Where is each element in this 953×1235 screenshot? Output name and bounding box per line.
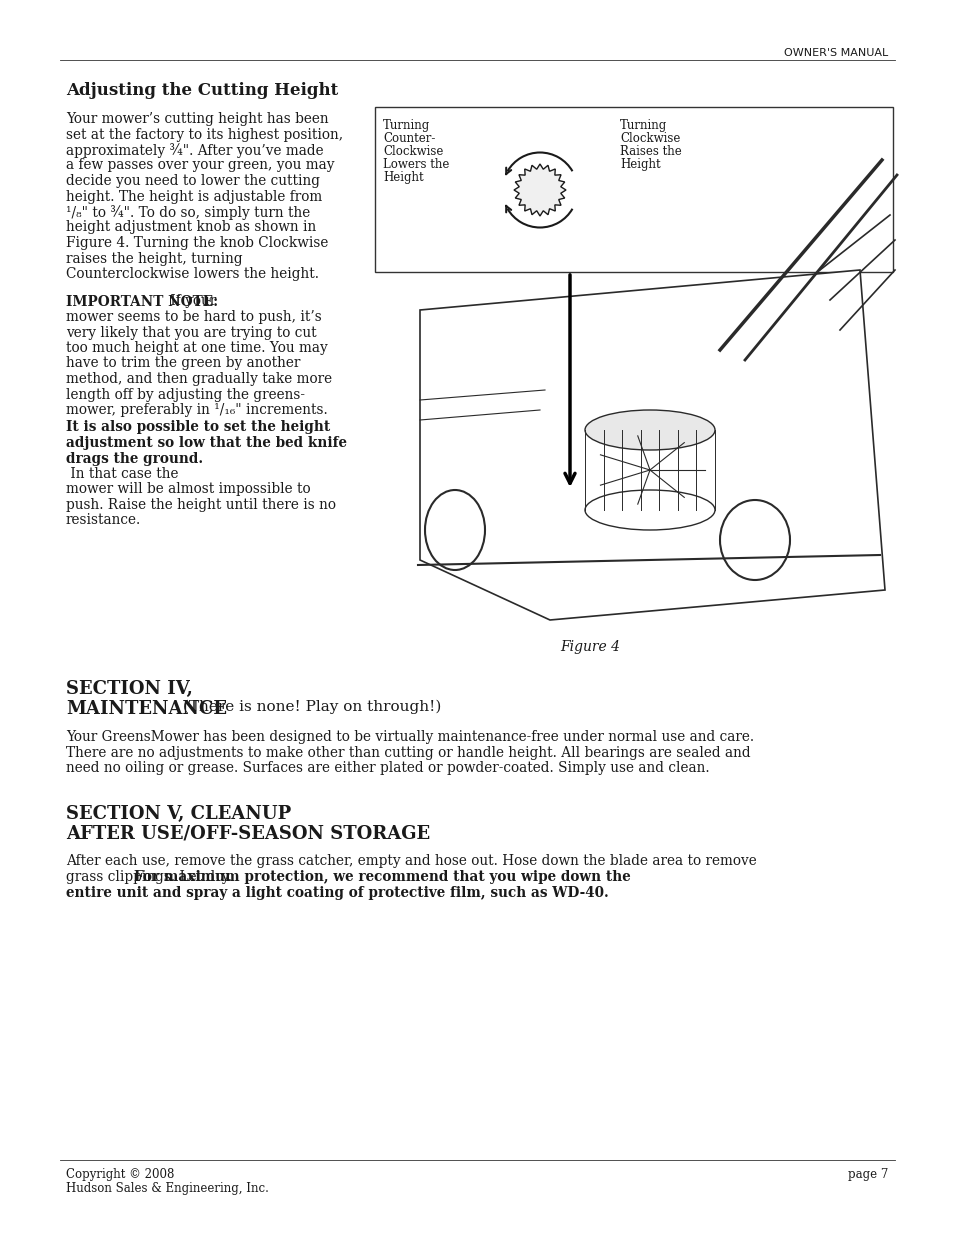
Text: Height: Height [382, 170, 423, 184]
Text: Turning: Turning [382, 119, 430, 132]
Text: very likely that you are trying to cut: very likely that you are trying to cut [66, 326, 316, 340]
Text: Raises the: Raises the [619, 144, 681, 158]
Text: There are no adjustments to make other than cutting or handle height. All bearin: There are no adjustments to make other t… [66, 746, 750, 760]
Text: ¹/₈" to ¾". To do so, simply turn the: ¹/₈" to ¾". To do so, simply turn the [66, 205, 310, 220]
Text: drags the ground.: drags the ground. [66, 452, 203, 466]
Text: mower, preferably in ¹/₁₆" increments.: mower, preferably in ¹/₁₆" increments. [66, 403, 328, 417]
Ellipse shape [424, 490, 484, 571]
Text: Turning: Turning [619, 119, 666, 132]
Text: If your: If your [166, 294, 216, 309]
Text: need no oiling or grease. Surfaces are either plated or powder-coated. Simply us: need no oiling or grease. Surfaces are e… [66, 761, 709, 776]
Text: mower seems to be hard to push, it’s: mower seems to be hard to push, it’s [66, 310, 321, 324]
Text: AFTER USE/OFF-SEASON STORAGE: AFTER USE/OFF-SEASON STORAGE [66, 825, 430, 842]
Text: SECTION V, CLEANUP: SECTION V, CLEANUP [66, 804, 291, 823]
Text: page 7: page 7 [846, 1168, 887, 1181]
Text: (There is none! Play on through!): (There is none! Play on through!) [178, 700, 441, 714]
Ellipse shape [720, 500, 789, 580]
Text: Counterclockwise lowers the height.: Counterclockwise lowers the height. [66, 267, 318, 282]
Text: approximately ¾". After you’ve made: approximately ¾". After you’ve made [66, 143, 323, 158]
Text: a few passes over your green, you may: a few passes over your green, you may [66, 158, 335, 173]
Ellipse shape [584, 410, 714, 450]
Text: method, and then gradually take more: method, and then gradually take more [66, 372, 332, 387]
Text: mower will be almost impossible to: mower will be almost impossible to [66, 483, 311, 496]
Text: IMPORTANT NOTE:: IMPORTANT NOTE: [66, 294, 218, 309]
Text: entire unit and spray a light coating of protective film, such as WD-40.: entire unit and spray a light coating of… [66, 885, 608, 899]
Text: raises the height, turning: raises the height, turning [66, 252, 242, 266]
Text: For maximum protection, we recommend that you wipe down the: For maximum protection, we recommend tha… [133, 869, 630, 884]
Polygon shape [514, 164, 565, 216]
Text: have to trim the green by another: have to trim the green by another [66, 357, 300, 370]
Text: set at the factory to its highest position,: set at the factory to its highest positi… [66, 127, 343, 142]
Text: resistance.: resistance. [66, 514, 141, 527]
Text: Your mower’s cutting height has been: Your mower’s cutting height has been [66, 112, 328, 126]
Ellipse shape [584, 490, 714, 530]
Text: Clockwise: Clockwise [382, 144, 443, 158]
Text: OWNER'S MANUAL: OWNER'S MANUAL [783, 48, 887, 58]
Text: height adjustment knob as shown in: height adjustment knob as shown in [66, 221, 315, 235]
Text: height. The height is adjustable from: height. The height is adjustable from [66, 189, 322, 204]
Text: grass clippings. Let dry.: grass clippings. Let dry. [66, 869, 236, 884]
Bar [375, 107, 892, 272]
Text: push. Raise the height until there is no: push. Raise the height until there is no [66, 498, 335, 513]
Text: MAINTENANCE: MAINTENANCE [66, 700, 227, 718]
Text: It is also possible to set the height: It is also possible to set the height [66, 420, 330, 435]
Text: Adjusting the Cutting Height: Adjusting the Cutting Height [66, 82, 338, 99]
Text: Height: Height [619, 158, 659, 170]
Text: Copyright © 2008: Copyright © 2008 [66, 1168, 174, 1181]
Text: In that case the: In that case the [66, 467, 178, 480]
Text: too much height at one time. You may: too much height at one time. You may [66, 341, 328, 354]
Text: length off by adjusting the greens-: length off by adjusting the greens- [66, 388, 305, 401]
Text: adjustment so low that the bed knife: adjustment so low that the bed knife [66, 436, 347, 450]
Text: Hudson Sales & Engineering, Inc.: Hudson Sales & Engineering, Inc. [66, 1182, 269, 1195]
Text: decide you need to lower the cutting: decide you need to lower the cutting [66, 174, 319, 188]
Polygon shape [419, 270, 884, 620]
Text: Your GreensMower has been designed to be virtually maintenance-free under normal: Your GreensMower has been designed to be… [66, 730, 753, 743]
Text: Figure 4. Turning the knob Clockwise: Figure 4. Turning the knob Clockwise [66, 236, 328, 249]
Text: Figure 4: Figure 4 [559, 640, 619, 655]
Text: SECTION IV,: SECTION IV, [66, 680, 193, 698]
Text: Counter-: Counter- [382, 132, 435, 144]
Text: Clockwise: Clockwise [619, 132, 679, 144]
Text: Lowers the: Lowers the [382, 158, 449, 170]
Text: After each use, remove the grass catcher, empty and hose out. Hose down the blad: After each use, remove the grass catcher… [66, 855, 756, 868]
